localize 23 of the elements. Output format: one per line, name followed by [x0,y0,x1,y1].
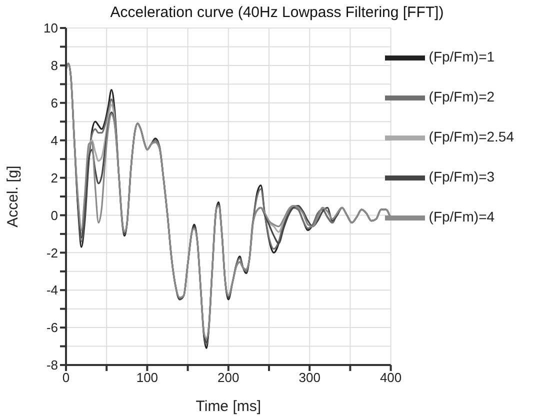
y-tick-label: 10 [44,20,58,36]
y-tick-label: 2 [50,170,58,186]
x-tick-label: 200 [218,370,240,386]
legend-label: (Fp/Fm)=3 [428,168,495,185]
legend-label: (Fp/Fm)=2.54 [428,128,514,145]
y-tick-label: 6 [50,96,58,111]
x-tick-label: 400 [380,370,402,386]
y-axis-title: Accel. [g] [4,166,22,228]
chart-title: Acceleration curve (40Hz Lowpass Filtering [FFT]) [109,4,445,21]
y-tick-label: 8 [50,58,58,74]
y-tick-label: -4 [46,282,58,298]
y-tick-label: -2 [46,245,58,260]
y-tick-label: -6 [46,320,58,336]
y-tick-label: 0 [50,208,58,223]
x-tick-label: 300 [298,370,320,386]
y-tick-label: 4 [50,132,58,148]
x-axis-title: Time [ms] [196,398,262,415]
x-tick-label: 100 [136,370,158,386]
y-tick-label: -8 [46,358,58,373]
legend-label: (Fp/Fm)=1 [428,48,495,65]
legend-label: (Fp/Fm)=4 [428,208,495,225]
legend-label: (Fp/Fm)=2 [428,88,495,105]
x-tick-label: 0 [62,370,70,386]
